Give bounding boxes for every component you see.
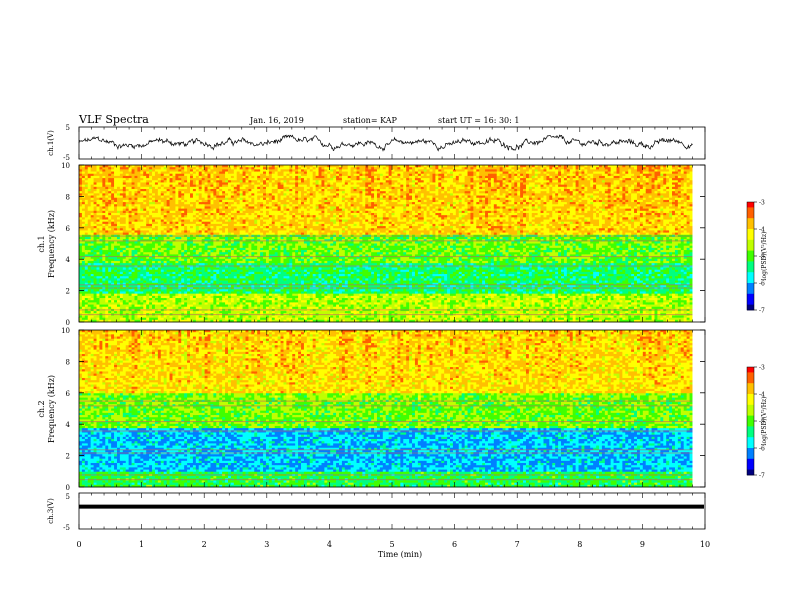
station-label: station= KAP	[343, 116, 398, 125]
ch1-spectrogram-image	[79, 165, 705, 322]
ch1-waveform-panel: 5 -5 ch.1(V)	[47, 124, 705, 162]
ch1-ytick-top: 5	[66, 124, 70, 132]
figure-title: VLF Spectra	[78, 113, 149, 126]
ch1-ytick-bottom: -5	[63, 154, 70, 162]
date-label: Jan. 16, 2019	[249, 116, 304, 125]
vlf-figure: VLF Spectra Jan. 16, 2019 station= KAP s…	[0, 0, 792, 612]
ch1-trace	[79, 135, 693, 150]
start-time-label: start UT = 16: 30: 1	[438, 116, 519, 125]
ch1-ylabel: ch.1(V)	[47, 130, 55, 156]
